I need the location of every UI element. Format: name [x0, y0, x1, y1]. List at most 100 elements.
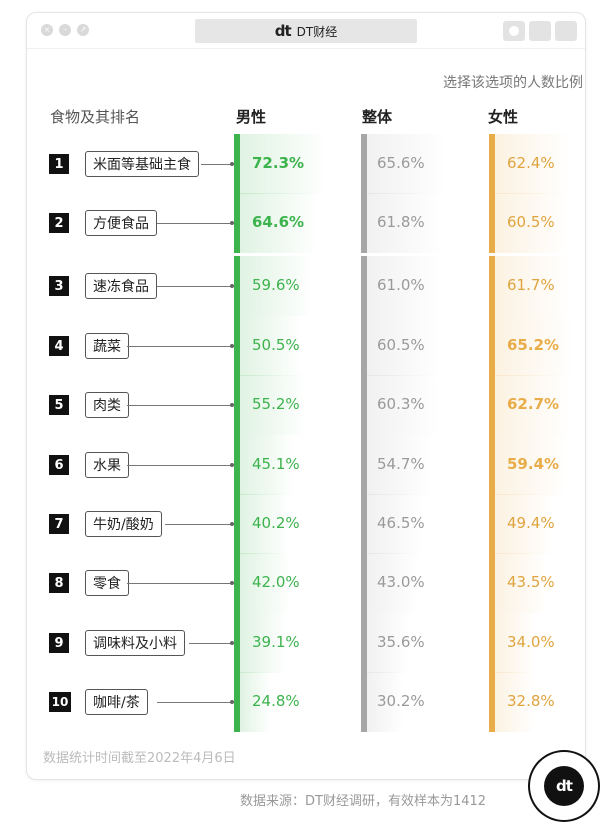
value-label-male: 39.1%: [252, 633, 300, 651]
column-header-male: 男性: [236, 108, 267, 126]
value-label-male: 72.3%: [252, 154, 305, 172]
window-controls: × – ↗: [41, 24, 89, 36]
maximize-window-icon[interactable]: ↗: [77, 24, 89, 36]
bar-female: [495, 435, 566, 495]
connector-line: [127, 583, 233, 584]
connector-line: [157, 286, 233, 287]
bar-strip-female: [489, 435, 495, 495]
bar-strip-male: [234, 553, 240, 613]
connector-dot: [230, 700, 234, 704]
footnote: 数据统计时间截至2022年4月6日: [43, 751, 236, 766]
bar-strip-all: [361, 316, 367, 376]
window-right-controls: [503, 21, 577, 41]
bar-all: [367, 672, 403, 732]
bar-strip-male: [234, 316, 240, 376]
bar-female: [495, 613, 536, 673]
chart-row: 10 咖啡/茶 24.8% 30.2% 32.8%: [0, 672, 605, 732]
column-header-food: 食物及其排名: [50, 108, 141, 126]
tab-bar[interactable]: dt DT财经: [195, 19, 417, 43]
value-label-female: 59.4%: [507, 455, 560, 473]
bar-all: [367, 494, 423, 554]
connector-line: [127, 405, 233, 406]
chart-row: 3 速冻食品 59.6% 61.0% 61.7%: [0, 256, 605, 316]
value-label-all: 60.3%: [377, 395, 425, 413]
connector-dot: [230, 403, 234, 407]
record-icon[interactable]: [503, 21, 525, 41]
value-label-male: 55.2%: [252, 395, 300, 413]
bar-strip-male: [234, 435, 240, 495]
food-label: 米面等基础主食: [85, 151, 199, 177]
connector-line: [189, 643, 233, 644]
bar-male: [240, 256, 312, 316]
bar-strip-male: [234, 494, 240, 554]
bar-strip-male: [234, 672, 240, 732]
food-label: 蔬菜: [85, 333, 129, 359]
bar-strip-male: [234, 613, 240, 673]
connector-dot: [230, 221, 234, 225]
close-window-icon[interactable]: ×: [41, 24, 53, 36]
bar-strip-all: [361, 672, 367, 732]
value-label-all: 46.5%: [377, 514, 425, 532]
bar-strip-female: [489, 553, 495, 613]
bar-male: [240, 553, 290, 613]
chart-row: 1 米面等基础主食 72.3% 65.6% 62.4%: [0, 134, 605, 194]
bar-all: [367, 375, 439, 435]
rank-badge: 2: [49, 213, 69, 233]
rank-badge: 6: [49, 455, 69, 475]
chart-subtitle: 选择该选项的人数比例: [443, 75, 583, 91]
chart-row: 9 调味料及小料 39.1% 35.6% 34.0%: [0, 613, 605, 673]
chart-row: 6 水果 45.1% 54.7% 59.4%: [0, 435, 605, 495]
value-label-female: 61.7%: [507, 276, 555, 294]
value-label-male: 24.8%: [252, 692, 300, 710]
food-label: 肉类: [85, 392, 129, 418]
bar-female: [495, 375, 570, 435]
bar-male: [240, 316, 301, 376]
dt-badge-icon: dt: [528, 750, 600, 822]
bar-strip-male: [234, 256, 240, 316]
rank-badge: 3: [49, 276, 69, 296]
bar-strip-male: [234, 193, 240, 253]
bar-female: [495, 553, 547, 613]
value-label-all: 61.0%: [377, 276, 425, 294]
data-source: 数据来源：DT财经调研，有效样本为1412: [240, 794, 487, 809]
bar-female: [495, 134, 570, 194]
dt-logo-icon: dt: [274, 22, 292, 40]
value-label-male: 59.6%: [252, 276, 300, 294]
food-label: 咖啡/茶: [85, 689, 148, 715]
connector-dot: [230, 284, 234, 288]
bar-strip-all: [361, 193, 367, 253]
food-label: 方便食品: [85, 210, 157, 236]
bar-all: [367, 256, 440, 316]
value-label-all: 54.7%: [377, 455, 425, 473]
minimize-window-icon[interactable]: –: [59, 24, 71, 36]
bar-male: [240, 494, 288, 554]
bar-all: [367, 553, 419, 613]
value-label-female: 43.5%: [507, 573, 555, 591]
food-label: 水果: [85, 452, 129, 478]
connector-dot: [230, 162, 234, 166]
bar-strip-all: [361, 435, 367, 495]
value-label-all: 30.2%: [377, 692, 425, 710]
bar-all: [367, 134, 446, 194]
bar-strip-all: [361, 134, 367, 194]
bar-female: [495, 193, 568, 253]
connector-dot: [230, 344, 234, 348]
tab-title: DT财经: [296, 24, 338, 39]
rank-badge: 4: [49, 336, 69, 356]
share-icon[interactable]: [529, 21, 551, 41]
food-label: 牛奶/酸奶: [85, 511, 162, 537]
food-label: 零食: [85, 570, 129, 596]
menu-icon[interactable]: [555, 21, 577, 41]
chart-row: 8 零食 42.0% 43.0% 43.5%: [0, 553, 605, 613]
connector-line: [165, 524, 233, 525]
bar-strip-all: [361, 494, 367, 554]
value-label-all: 60.5%: [377, 336, 425, 354]
bar-strip-female: [489, 672, 495, 732]
value-label-female: 62.7%: [507, 395, 560, 413]
value-label-female: 32.8%: [507, 692, 555, 710]
bar-strip-all: [361, 553, 367, 613]
rank-badge: 9: [49, 633, 69, 653]
rank-badge: 8: [49, 573, 69, 593]
bar-strip-female: [489, 494, 495, 554]
bar-male: [240, 134, 327, 194]
